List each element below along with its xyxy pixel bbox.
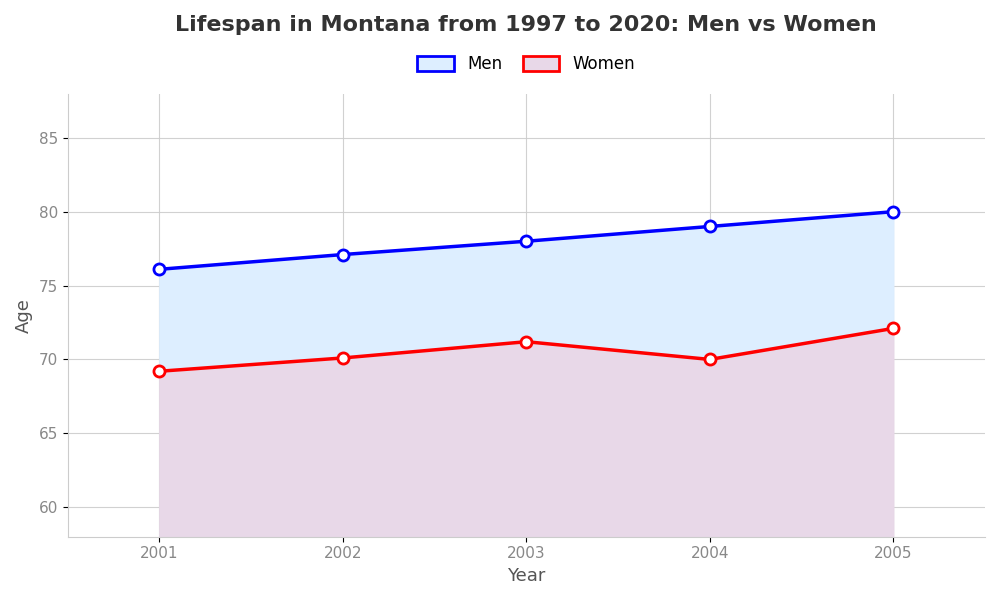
Legend: Men, Women: Men, Women — [411, 49, 642, 80]
X-axis label: Year: Year — [507, 567, 546, 585]
Y-axis label: Age: Age — [15, 298, 33, 332]
Title: Lifespan in Montana from 1997 to 2020: Men vs Women: Lifespan in Montana from 1997 to 2020: M… — [175, 15, 877, 35]
